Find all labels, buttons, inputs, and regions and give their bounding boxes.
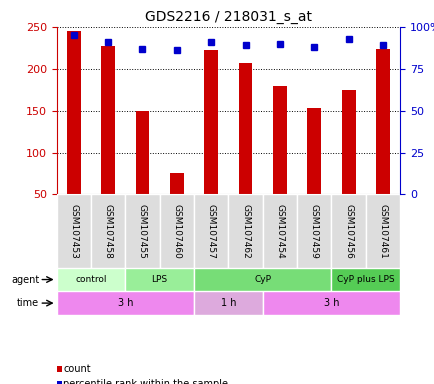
Text: control: control <box>75 275 106 284</box>
Bar <box>341 90 355 194</box>
Bar <box>375 49 389 194</box>
FancyBboxPatch shape <box>228 194 262 268</box>
Bar <box>238 63 252 194</box>
Text: count: count <box>63 364 91 374</box>
Text: 1 h: 1 h <box>220 298 236 308</box>
Text: 3 h: 3 h <box>323 298 339 308</box>
Text: GSM107453: GSM107453 <box>69 204 78 258</box>
Text: time: time <box>17 298 39 308</box>
FancyBboxPatch shape <box>262 291 399 315</box>
Title: GDS2216 / 218031_s_at: GDS2216 / 218031_s_at <box>145 10 311 25</box>
FancyBboxPatch shape <box>125 194 159 268</box>
Bar <box>101 46 115 194</box>
FancyBboxPatch shape <box>56 268 125 291</box>
Text: GSM107462: GSM107462 <box>240 204 250 258</box>
Text: percentile rank within the sample: percentile rank within the sample <box>63 379 227 384</box>
Text: GSM107455: GSM107455 <box>138 204 147 258</box>
Bar <box>135 111 149 194</box>
FancyBboxPatch shape <box>331 194 365 268</box>
FancyBboxPatch shape <box>331 268 399 291</box>
Text: 3 h: 3 h <box>117 298 133 308</box>
FancyBboxPatch shape <box>194 291 262 315</box>
FancyBboxPatch shape <box>365 194 399 268</box>
Text: agent: agent <box>11 275 39 285</box>
Text: GSM107454: GSM107454 <box>275 204 284 258</box>
Bar <box>273 86 286 194</box>
FancyBboxPatch shape <box>194 268 331 291</box>
Text: CyP plus LPS: CyP plus LPS <box>336 275 394 284</box>
Text: GSM107460: GSM107460 <box>172 204 181 258</box>
Bar <box>67 31 80 194</box>
Text: LPS: LPS <box>151 275 168 284</box>
FancyBboxPatch shape <box>56 194 91 268</box>
FancyBboxPatch shape <box>296 194 331 268</box>
FancyBboxPatch shape <box>194 194 228 268</box>
Text: GSM107457: GSM107457 <box>206 204 215 258</box>
Text: CyP: CyP <box>253 275 271 284</box>
FancyBboxPatch shape <box>159 194 194 268</box>
Text: GSM107461: GSM107461 <box>378 204 387 258</box>
FancyBboxPatch shape <box>56 291 194 315</box>
Bar <box>170 174 183 194</box>
FancyBboxPatch shape <box>125 268 194 291</box>
Text: GSM107456: GSM107456 <box>343 204 352 258</box>
FancyBboxPatch shape <box>91 194 125 268</box>
Bar <box>204 50 217 194</box>
FancyBboxPatch shape <box>262 194 296 268</box>
Text: GSM107458: GSM107458 <box>103 204 112 258</box>
Text: GSM107459: GSM107459 <box>309 204 318 258</box>
Bar <box>307 108 320 194</box>
